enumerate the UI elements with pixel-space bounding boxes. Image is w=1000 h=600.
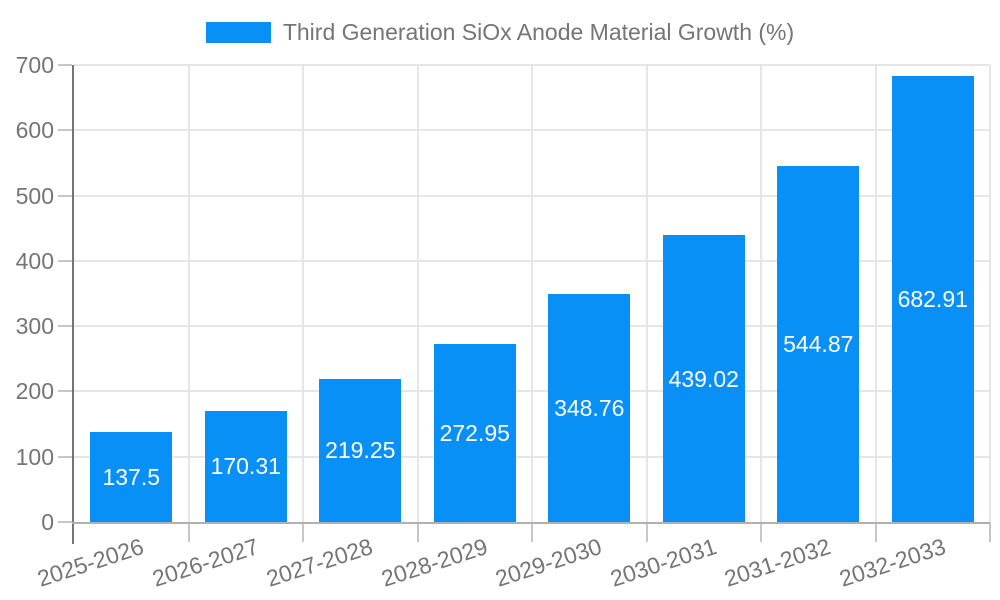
x-tick [645,522,648,542]
y-tick-label: 0 [41,509,54,535]
bar[interactable] [319,378,402,522]
bar[interactable] [662,235,745,522]
y-axis-line [72,65,74,544]
legend-swatch [205,21,271,43]
bar[interactable] [891,76,974,522]
x-tick [187,522,190,542]
x-tick [760,522,762,542]
x-gridline [760,65,762,522]
x-gridline [645,65,648,522]
x-tick [874,522,877,542]
bar[interactable] [204,410,287,522]
x-tick-label: 2025-2026 [34,533,147,592]
y-tick [58,455,72,458]
y-tick [58,194,72,197]
chart-legend: Third Generation SiOx Anode Material Gro… [0,19,1000,45]
y-tick [58,64,72,66]
y-tick-label: 300 [15,313,54,340]
y-tick [58,129,72,132]
x-tick-label: 2031-2032 [721,533,834,592]
bar[interactable] [777,166,860,522]
bar[interactable] [90,432,173,522]
x-axis-line [72,522,990,524]
x-tick [989,522,991,542]
x-tick [302,522,304,542]
x-gridline [302,65,304,522]
y-tick [58,390,72,393]
bar[interactable] [548,294,631,522]
y-tick-label: 500 [15,182,54,209]
y-tick-label: 700 [15,52,54,78]
x-tick-label: 2030-2031 [606,533,720,592]
legend-label: Third Generation SiOx Anode Material Gro… [282,18,795,45]
y-tick [58,325,72,328]
y-tick [58,521,72,523]
x-gridline [416,65,419,522]
y-tick-label: 600 [15,117,54,144]
x-tick-label: 2032-2033 [835,533,949,592]
x-tick-label: 2026-2027 [148,533,262,592]
x-gridline [187,65,190,522]
x-gridline [989,65,991,522]
x-gridline [874,65,877,522]
x-tick-label: 2029-2030 [492,533,605,592]
bar[interactable] [433,343,516,522]
y-tick-label: 400 [15,247,54,274]
x-gridline [531,65,533,522]
y-tick [58,259,72,262]
x-tick-label: 2028-2029 [377,533,491,592]
x-tick [416,522,419,542]
y-tick-label: 100 [15,443,54,470]
x-tick-label: 2027-2028 [263,533,376,592]
x-tick [531,522,533,542]
y-tick-label: 200 [15,378,54,405]
